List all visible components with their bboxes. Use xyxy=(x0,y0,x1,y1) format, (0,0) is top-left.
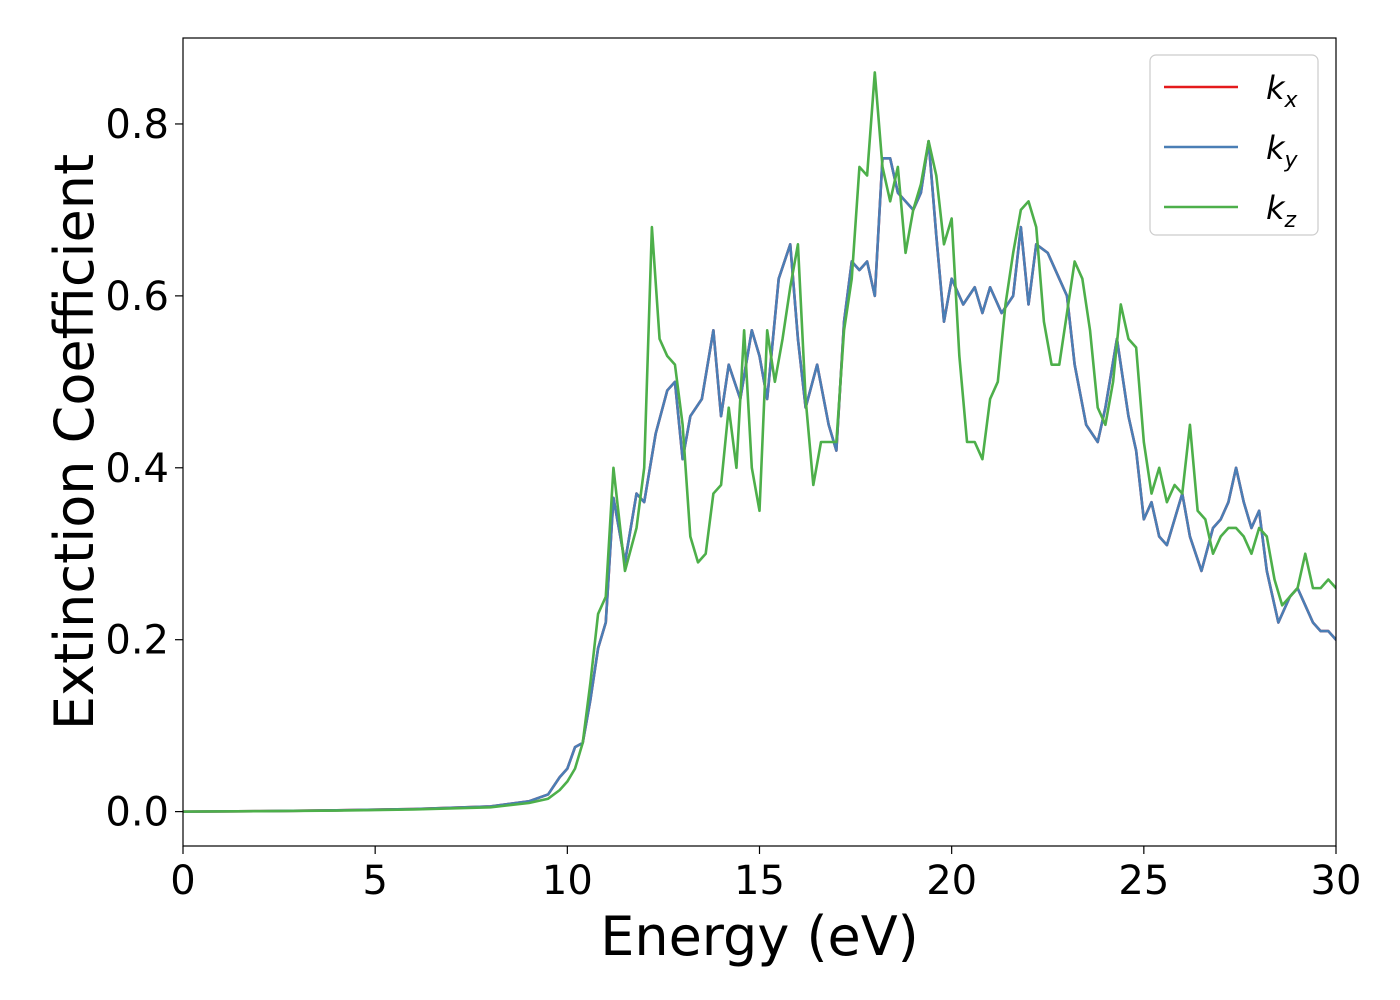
x-tick-label: 15 xyxy=(734,858,785,904)
legend-label-kz: kz xyxy=(1266,189,1297,233)
y-axis-ticks: 0.0 0.2 0.4 0.6 0.8 xyxy=(105,102,183,836)
y-tick-label: 0.6 xyxy=(105,274,169,320)
x-tick-label: 10 xyxy=(542,858,593,904)
x-tick-label: 30 xyxy=(1311,858,1362,904)
y-tick-label: 0.0 xyxy=(105,790,169,836)
x-tick-label: 0 xyxy=(170,858,195,904)
legend: kx ky kz xyxy=(1149,54,1319,236)
legend-label-kx: kx xyxy=(1266,69,1299,113)
y-axis-label: Extinction Coefficient xyxy=(43,154,106,730)
y-tick-label: 0.2 xyxy=(105,618,169,664)
x-tick-label: 5 xyxy=(362,858,387,904)
series-line-kz xyxy=(183,71,1336,813)
x-tick-label: 20 xyxy=(926,858,977,904)
x-axis-label: Energy (eV) xyxy=(600,905,919,968)
legend-label-ky: ky xyxy=(1266,129,1299,173)
x-tick-label: 25 xyxy=(1118,858,1169,904)
legend-frame xyxy=(1149,54,1319,236)
series-layer xyxy=(183,71,1336,813)
y-tick-label: 0.8 xyxy=(105,102,169,148)
x-axis-ticks: 0 5 10 15 20 25 30 xyxy=(170,846,1361,904)
y-tick-label: 0.4 xyxy=(105,446,169,492)
